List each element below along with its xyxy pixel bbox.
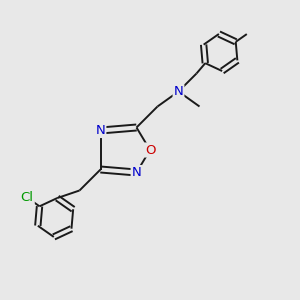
Text: N: N <box>96 124 105 137</box>
Text: N: N <box>174 85 183 98</box>
Text: N: N <box>132 166 141 179</box>
Text: O: O <box>145 143 155 157</box>
Text: Cl: Cl <box>21 191 34 204</box>
